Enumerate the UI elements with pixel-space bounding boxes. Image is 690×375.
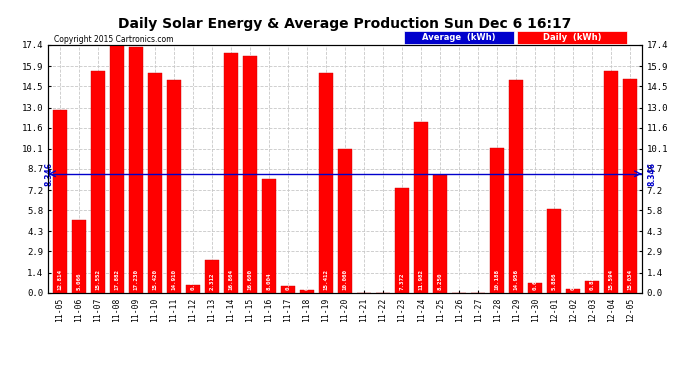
Text: 16.600: 16.600 [248, 269, 253, 290]
Bar [547, 209, 562, 292]
Bar [262, 178, 276, 292]
Text: 15.594: 15.594 [609, 269, 614, 290]
Text: 10.060: 10.060 [342, 269, 348, 290]
Text: 5.066: 5.066 [76, 273, 81, 290]
Bar [110, 38, 124, 292]
Text: 11.982: 11.982 [419, 269, 424, 290]
Text: Daily Solar Energy & Average Production Sun Dec 6 16:17: Daily Solar Energy & Average Production … [118, 17, 572, 31]
Text: 0.000: 0.000 [381, 273, 386, 290]
Text: 15.034: 15.034 [628, 269, 633, 290]
Text: 0.000: 0.000 [475, 273, 481, 290]
Bar [433, 175, 447, 292]
Text: 8.346: 8.346 [648, 162, 657, 186]
Bar [319, 73, 333, 292]
Bar [128, 47, 143, 292]
Bar [243, 56, 257, 292]
Bar [52, 110, 67, 292]
Text: 0.000: 0.000 [457, 273, 462, 290]
Text: 0.534: 0.534 [190, 273, 195, 290]
Bar [585, 281, 600, 292]
Text: Copyright 2015 Cartronics.com: Copyright 2015 Cartronics.com [55, 35, 174, 44]
Text: 0.200: 0.200 [304, 273, 309, 290]
Text: 14.910: 14.910 [171, 269, 177, 290]
FancyBboxPatch shape [517, 31, 627, 44]
Text: 15.412: 15.412 [324, 269, 328, 290]
Text: 15.552: 15.552 [95, 269, 100, 290]
Bar [338, 149, 352, 292]
Text: 2.312: 2.312 [209, 273, 215, 290]
Text: 0.452: 0.452 [286, 273, 290, 290]
Bar [300, 290, 314, 292]
Text: 12.814: 12.814 [57, 269, 62, 290]
Bar [186, 285, 200, 292]
Bar [509, 80, 523, 292]
Text: 16.864: 16.864 [228, 269, 233, 290]
Text: 10.188: 10.188 [495, 269, 500, 290]
Bar [167, 80, 181, 292]
Text: Daily  (kWh): Daily (kWh) [543, 33, 601, 42]
Bar [224, 53, 238, 292]
Bar [148, 73, 162, 292]
Text: 0.234: 0.234 [571, 273, 575, 290]
Text: 15.420: 15.420 [152, 269, 157, 290]
FancyBboxPatch shape [404, 31, 514, 44]
Bar [528, 283, 542, 292]
Text: 0.686: 0.686 [533, 273, 538, 290]
Bar [281, 286, 295, 292]
Text: 0.000: 0.000 [362, 273, 366, 290]
Bar [623, 79, 638, 292]
Text: 5.886: 5.886 [552, 273, 557, 290]
Text: 8.004: 8.004 [266, 273, 271, 290]
Text: 17.882: 17.882 [115, 269, 119, 290]
Text: 7.372: 7.372 [400, 273, 404, 290]
Bar [604, 71, 618, 292]
Text: 0.820: 0.820 [590, 273, 595, 290]
Bar [395, 188, 409, 292]
Text: 17.230: 17.230 [133, 269, 138, 290]
Text: 8.346: 8.346 [45, 162, 54, 186]
Text: 14.956: 14.956 [513, 269, 519, 290]
Bar [414, 122, 428, 292]
Bar [90, 71, 105, 292]
Bar [566, 289, 580, 292]
Text: 8.250: 8.250 [437, 273, 442, 290]
Bar [72, 220, 86, 292]
Text: Average  (kWh): Average (kWh) [422, 33, 496, 42]
Bar [490, 148, 504, 292]
Bar [205, 260, 219, 292]
